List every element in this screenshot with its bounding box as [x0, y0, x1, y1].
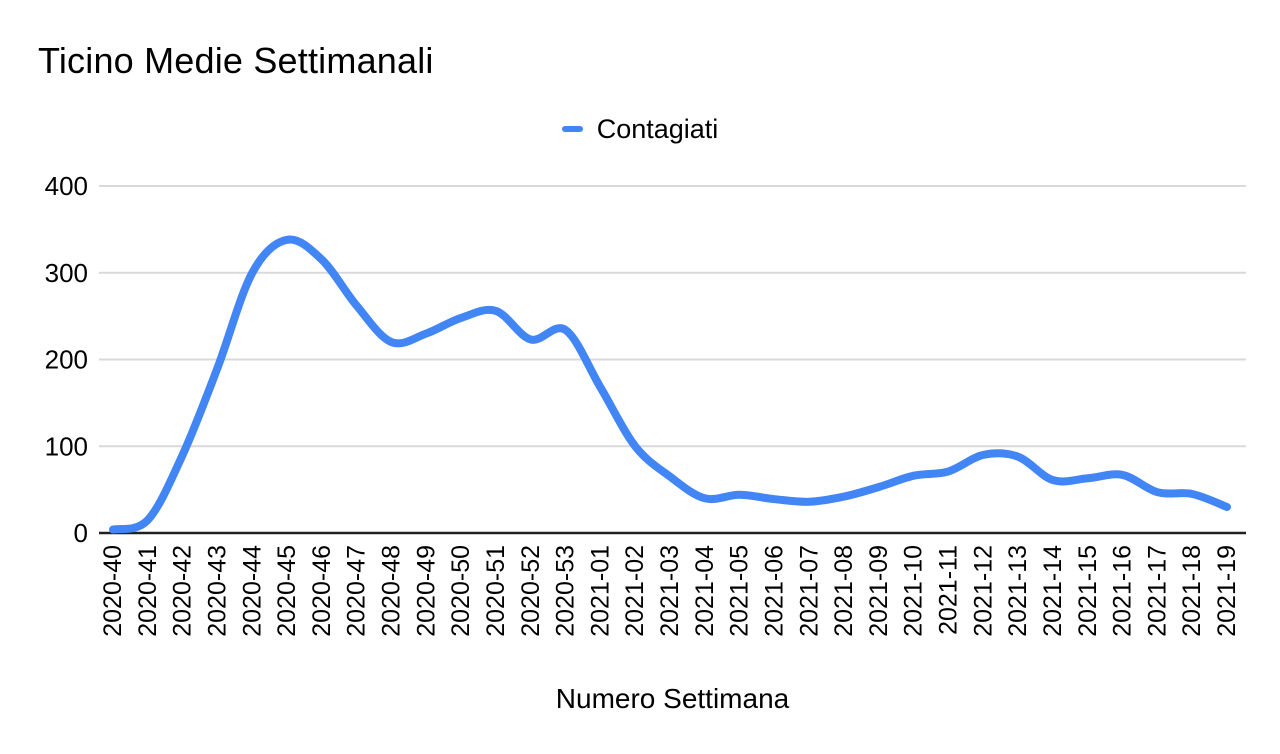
x-tick-label: 2021-05 [726, 545, 754, 637]
x-tick-label: 2021-10 [900, 545, 928, 637]
x-tick-label: 2020-43 [203, 545, 231, 637]
series-line-contagiati [109, 235, 1231, 534]
x-tick-label: 2020-42 [169, 545, 197, 637]
y-tick-label: 200 [45, 345, 88, 375]
x-tick-label: 2020-49 [412, 545, 440, 637]
x-tick-label: 2020-46 [308, 545, 336, 637]
x-tick-label: 2020-50 [447, 545, 475, 637]
x-tick-label: 2021-08 [830, 545, 858, 637]
x-tick-label: 2021-07 [795, 545, 823, 637]
x-tick-label: 2021-04 [691, 545, 719, 637]
x-tick-label: 2021-02 [621, 545, 649, 637]
x-tick-label: 2021-03 [656, 545, 684, 637]
x-tick-label: 2021-13 [1004, 545, 1032, 637]
x-tick-label: 2021-12 [969, 545, 997, 637]
x-tick-label: 2020-52 [517, 545, 545, 637]
x-tick-label: 2020-44 [238, 545, 266, 637]
x-tick-label: 2021-17 [1143, 545, 1171, 637]
x-tick-label: 2020-45 [273, 545, 301, 637]
y-tick-label: 400 [45, 171, 88, 201]
x-tick-label: 2021-09 [865, 545, 893, 637]
x-tick-label: 2020-40 [99, 545, 127, 637]
x-tick-label: 2021-01 [586, 545, 614, 637]
x-tick-label: 2020-47 [343, 545, 371, 637]
legend: Contagiati [0, 113, 1280, 145]
x-tick-label: 2020-41 [134, 545, 162, 637]
x-tick-label: 2021-15 [1074, 545, 1102, 637]
y-tick-label: 0 [74, 518, 88, 548]
x-tick-label: 2021-14 [1039, 545, 1067, 637]
x-tick-label: 2020-53 [552, 545, 580, 637]
x-tick-label: 2021-11 [935, 545, 963, 635]
x-tick-label: 2020-48 [378, 545, 406, 637]
y-tick-label: 100 [45, 431, 88, 461]
x-tick-label: 2021-06 [760, 545, 788, 637]
x-tick-label: 2021-19 [1213, 545, 1241, 637]
x-tick-label: 2021-16 [1109, 545, 1137, 637]
legend-swatch-contagiati [561, 126, 583, 132]
x-tick-label: 2020-51 [482, 545, 510, 637]
y-tick-label: 300 [45, 258, 88, 288]
x-axis-title: Numero Settimana [555, 683, 790, 714]
chart-title: Ticino Medie Settimanali [38, 40, 434, 81]
legend-label-contagiati: Contagiati [596, 113, 719, 144]
x-tick-label: 2021-18 [1178, 545, 1206, 637]
